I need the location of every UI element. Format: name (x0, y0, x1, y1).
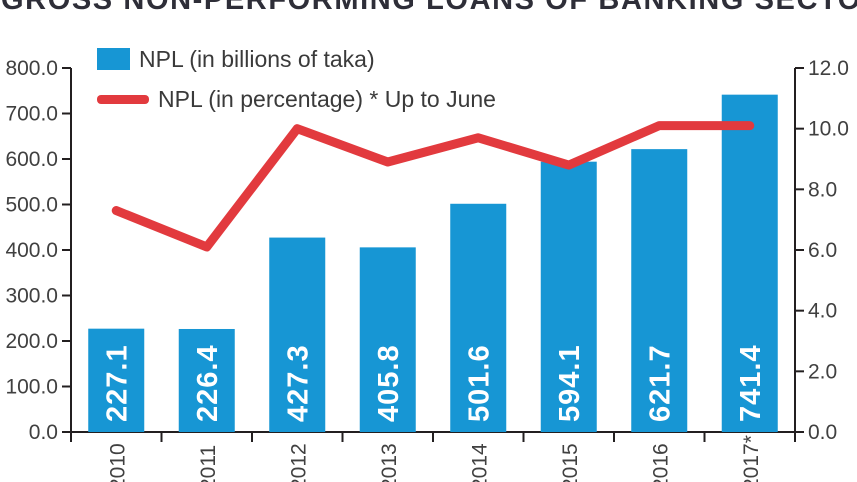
bar-2012 (269, 237, 326, 432)
right-axis-tick-label: 12.0 (808, 57, 849, 80)
x-axis-label: 2012 (287, 443, 310, 482)
bar-value-label: 226.4 (192, 344, 224, 422)
legend-label-npl-percentage: NPL (in percentage) * Up to June (158, 85, 496, 112)
right-axis-tick-label: 6.0 (808, 239, 837, 262)
legend-swatch-bar (97, 48, 130, 70)
x-axis-label: 2015 (559, 443, 582, 482)
right-axis-tick-label: 4.0 (808, 300, 837, 323)
bar-value-label: 405.8 (373, 344, 405, 422)
right-axis-tick-label: 8.0 (808, 178, 837, 201)
bar-value-label: 501.6 (463, 344, 495, 422)
x-axis-label: 2014 (468, 443, 491, 482)
x-axis-label: 2011 (197, 445, 220, 482)
bar-value-label: 741.4 (735, 344, 767, 422)
left-axis-tick-label: 400.0 (5, 239, 58, 262)
legend-swatch-line (97, 94, 149, 104)
legend-label-npl-billions: NPL (in billions of taka) (139, 45, 375, 72)
bar-2014 (450, 203, 507, 432)
bar-2016 (631, 149, 688, 432)
left-axis-tick-label: 0.0 (29, 421, 58, 444)
left-axis-tick-label: 500.0 (5, 194, 58, 217)
bar-2011 (178, 328, 235, 432)
x-axis-label: 2013 (378, 443, 401, 482)
bar-2017* (721, 94, 778, 433)
npl-percentage-line (111, 121, 755, 252)
right-axis-tick-label: 2.0 (808, 360, 837, 383)
left-axis-tick-label: 300.0 (5, 285, 58, 308)
x-axis-label: 2017* (740, 435, 763, 482)
bar-value-label: 427.3 (282, 344, 314, 422)
legend-item-npl-line: NPL (in percentage) * Up to June (97, 85, 496, 113)
bar-2010 (88, 328, 145, 432)
left-axis-tick-label: 800.0 (5, 57, 58, 80)
bar-2013 (359, 247, 416, 432)
right-axis-tick-label: 0.0 (808, 421, 837, 444)
x-axis-label: 2010 (106, 443, 129, 482)
x-axis-label: 2016 (649, 443, 672, 482)
bar-value-label: 594.1 (554, 344, 586, 422)
left-axis-tick-label: 100.0 (5, 376, 58, 399)
left-axis-tick-label: 700.0 (5, 103, 58, 126)
left-axis-tick-label: 600.0 (5, 148, 58, 171)
legend: NPL (in billions of taka) NPL (in percen… (97, 45, 496, 113)
bar-2015 (540, 161, 597, 432)
chart-title: GROSS NON-PERFORMING LOANS OF BANKING SE… (1, 0, 857, 16)
bar-value-label: 621.7 (644, 344, 676, 422)
right-axis-tick-label: 10.0 (808, 118, 849, 141)
left-axis-tick-label: 200.0 (5, 330, 58, 353)
bar-value-label: 227.1 (101, 344, 133, 422)
legend-item-npl-bars: NPL (in billions of taka) (97, 45, 496, 73)
